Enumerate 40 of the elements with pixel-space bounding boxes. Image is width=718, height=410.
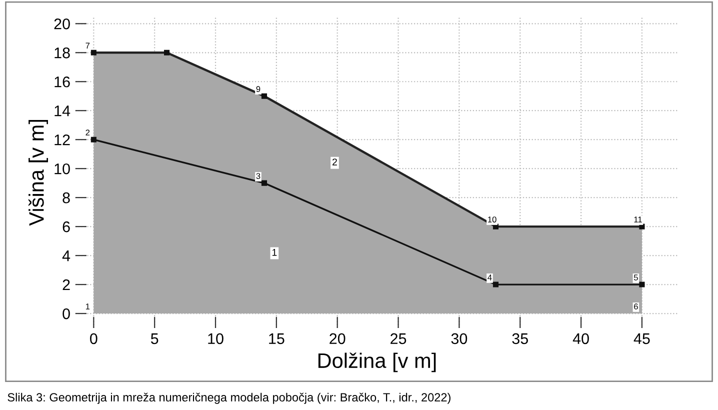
x-tick-label: 35: [512, 333, 528, 344]
text: Slika 3: Geometrija in mreža numeričnega modela pobočja (vir: Bračko, T., idr., 2022): [8, 392, 450, 404]
x-axis-title: Dolžina [v m]: [318, 352, 436, 372]
annotation: 3: [256, 173, 260, 179]
annotation: 11: [634, 216, 642, 222]
annotation: 7: [86, 42, 90, 48]
point: [492, 282, 499, 288]
y-tick-label: 8: [62, 192, 70, 204]
x-tick-label: 10: [208, 333, 224, 344]
y-tick-label: 20: [54, 18, 70, 30]
point: [90, 136, 96, 142]
y-tick-label: 4: [62, 250, 70, 262]
annotation: 1: [272, 249, 277, 256]
y-tick-label: 14: [54, 106, 70, 116]
y-tick-label: 0: [62, 308, 70, 320]
annotation: 6: [634, 304, 638, 310]
x-tick-label: 40: [572, 333, 589, 344]
annotation: 10: [488, 216, 496, 222]
y-tick-label: 12: [54, 134, 70, 146]
point: [261, 180, 268, 186]
annotation: 4: [488, 274, 492, 280]
point: [639, 282, 645, 288]
x-tick-label: 20: [330, 333, 346, 344]
annotation: 9: [256, 86, 260, 92]
annotation: 5: [634, 274, 638, 280]
x-tick-label: 25: [390, 333, 406, 344]
x-tick-label: 5: [150, 333, 158, 344]
y-tick-label: 16: [54, 76, 70, 88]
y-tick-label: 10: [54, 163, 70, 174]
annotation: 1: [86, 304, 90, 310]
y-axis-title: Višina [v m]: [28, 120, 48, 226]
x-tick-label: 45: [634, 333, 650, 344]
x-tick-label: 30: [451, 333, 468, 344]
x-tick-label: 15: [269, 333, 284, 344]
annotation: 2: [332, 158, 337, 166]
y-tick-label: 2: [62, 279, 70, 290]
y-tick-label: 18: [54, 48, 70, 58]
y-tick-label: 6: [62, 221, 70, 232]
annotation: 2: [86, 130, 90, 136]
x-tick-label: 0: [90, 333, 98, 344]
